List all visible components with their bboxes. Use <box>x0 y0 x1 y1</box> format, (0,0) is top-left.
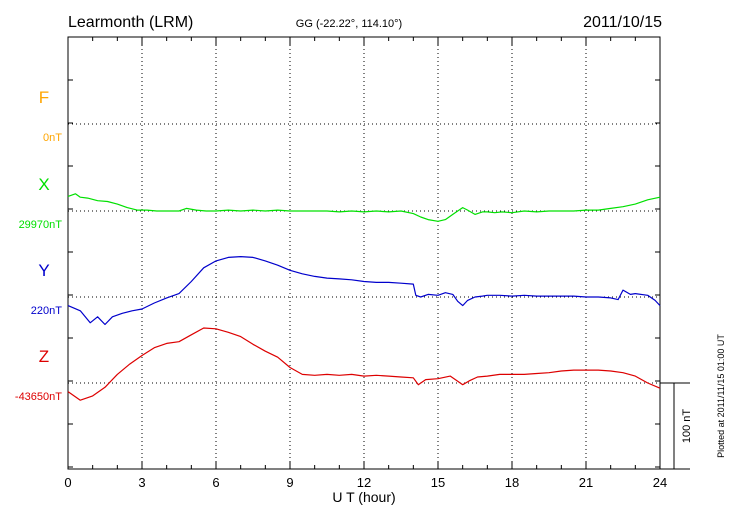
series-line-z <box>67 327 661 401</box>
series-line-x <box>67 193 661 222</box>
series-baseline-x: 29970nT <box>19 219 63 231</box>
scale-bar: 100 nT <box>660 382 693 470</box>
x-tick-label: 24 <box>653 475 667 490</box>
series-name-y: Y <box>38 261 49 280</box>
x-tick-label: 9 <box>286 475 293 490</box>
grid <box>68 37 660 469</box>
x-tick-label: 0 <box>64 475 71 490</box>
station-coords: GG (-22.22°, 114.10°) <box>296 18 402 30</box>
series-line-y <box>67 256 661 326</box>
series-labels: F 0nT X 29970nT Y 220nT Z -43650nT <box>15 88 62 403</box>
series-name-f: F <box>39 88 49 107</box>
series-name-x: X <box>38 175 49 194</box>
series-lines <box>67 193 661 401</box>
series-baseline-f: 0nT <box>43 132 62 144</box>
x-tick-label: 18 <box>505 475 519 490</box>
series-baseline-y: 220nT <box>31 305 62 317</box>
plotted-timestamp: Plotted at 2011/11/15 01:00 UT <box>716 334 726 458</box>
station-title: Learmonth (LRM) <box>68 14 193 31</box>
x-axis-label: U T (hour) <box>332 489 395 505</box>
series-baseline-z: -43650nT <box>15 391 62 403</box>
x-tick-label: 3 <box>138 475 145 490</box>
x-tick-label: 15 <box>431 475 445 490</box>
x-axis-ticks: 0 3 6 9 12 15 18 21 24 <box>64 37 667 490</box>
scale-bar-label: 100 nT <box>681 409 693 444</box>
x-tick-label: 6 <box>212 475 219 490</box>
x-tick-label: 21 <box>579 475 593 490</box>
series-name-z: Z <box>39 347 49 366</box>
chart-date: 2011/10/15 <box>583 14 662 31</box>
x-tick-label: 12 <box>357 475 371 490</box>
